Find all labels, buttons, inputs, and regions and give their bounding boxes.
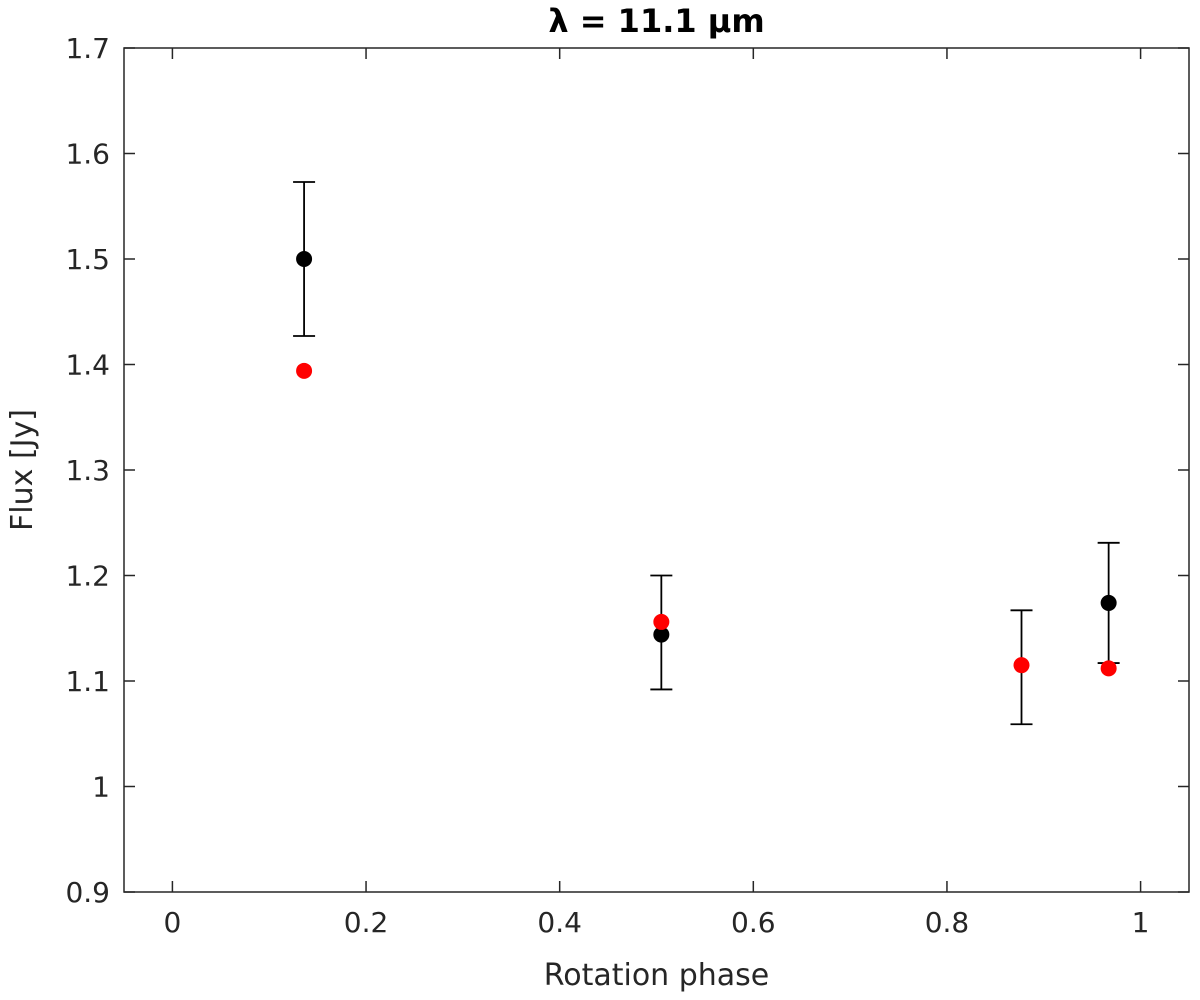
data-point — [1100, 660, 1117, 677]
data-point — [1013, 657, 1030, 674]
y-tick-label: 1.6 — [65, 138, 110, 171]
data-marks — [293, 181, 1120, 726]
data-point — [653, 613, 670, 630]
data-point — [1100, 594, 1117, 611]
x-tick-label: 0.2 — [344, 906, 389, 939]
x-tick-label: 0.6 — [731, 906, 776, 939]
y-tick-label: 0.9 — [65, 876, 110, 909]
y-tick-label: 1 — [92, 771, 110, 804]
y-tick-label: 1.7 — [65, 32, 110, 65]
data-point — [296, 251, 313, 267]
x-tick-label: 0.4 — [537, 906, 582, 939]
x-tick-label: 0.8 — [925, 906, 970, 939]
series-1 — [296, 362, 1117, 677]
data-point — [296, 362, 313, 379]
series-0 — [293, 181, 1120, 726]
y-tick-label: 1.5 — [65, 243, 110, 276]
x-axis-label: Rotation phase — [544, 958, 770, 993]
axes: 0 0.2 0.4 0.6 0.8 1 0.9 1 1.1 1.2 1.3 1.4 1.5 1.6 1.7 — [65, 32, 1190, 939]
y-tick-label: 1.3 — [65, 454, 110, 487]
y-tick-label: 1.2 — [65, 560, 110, 593]
data-point — [653, 626, 670, 643]
x-tick-label: 1 — [1132, 906, 1150, 939]
x-tick-label: 0 — [163, 906, 181, 939]
y-tick-label: 1.1 — [65, 665, 110, 698]
y-tick-label: 1.4 — [65, 349, 110, 382]
y-axis-label: Flux [Jy] — [5, 409, 40, 531]
chart-title: λ = 11.1 μm — [548, 2, 764, 40]
plot-area — [124, 48, 1189, 892]
